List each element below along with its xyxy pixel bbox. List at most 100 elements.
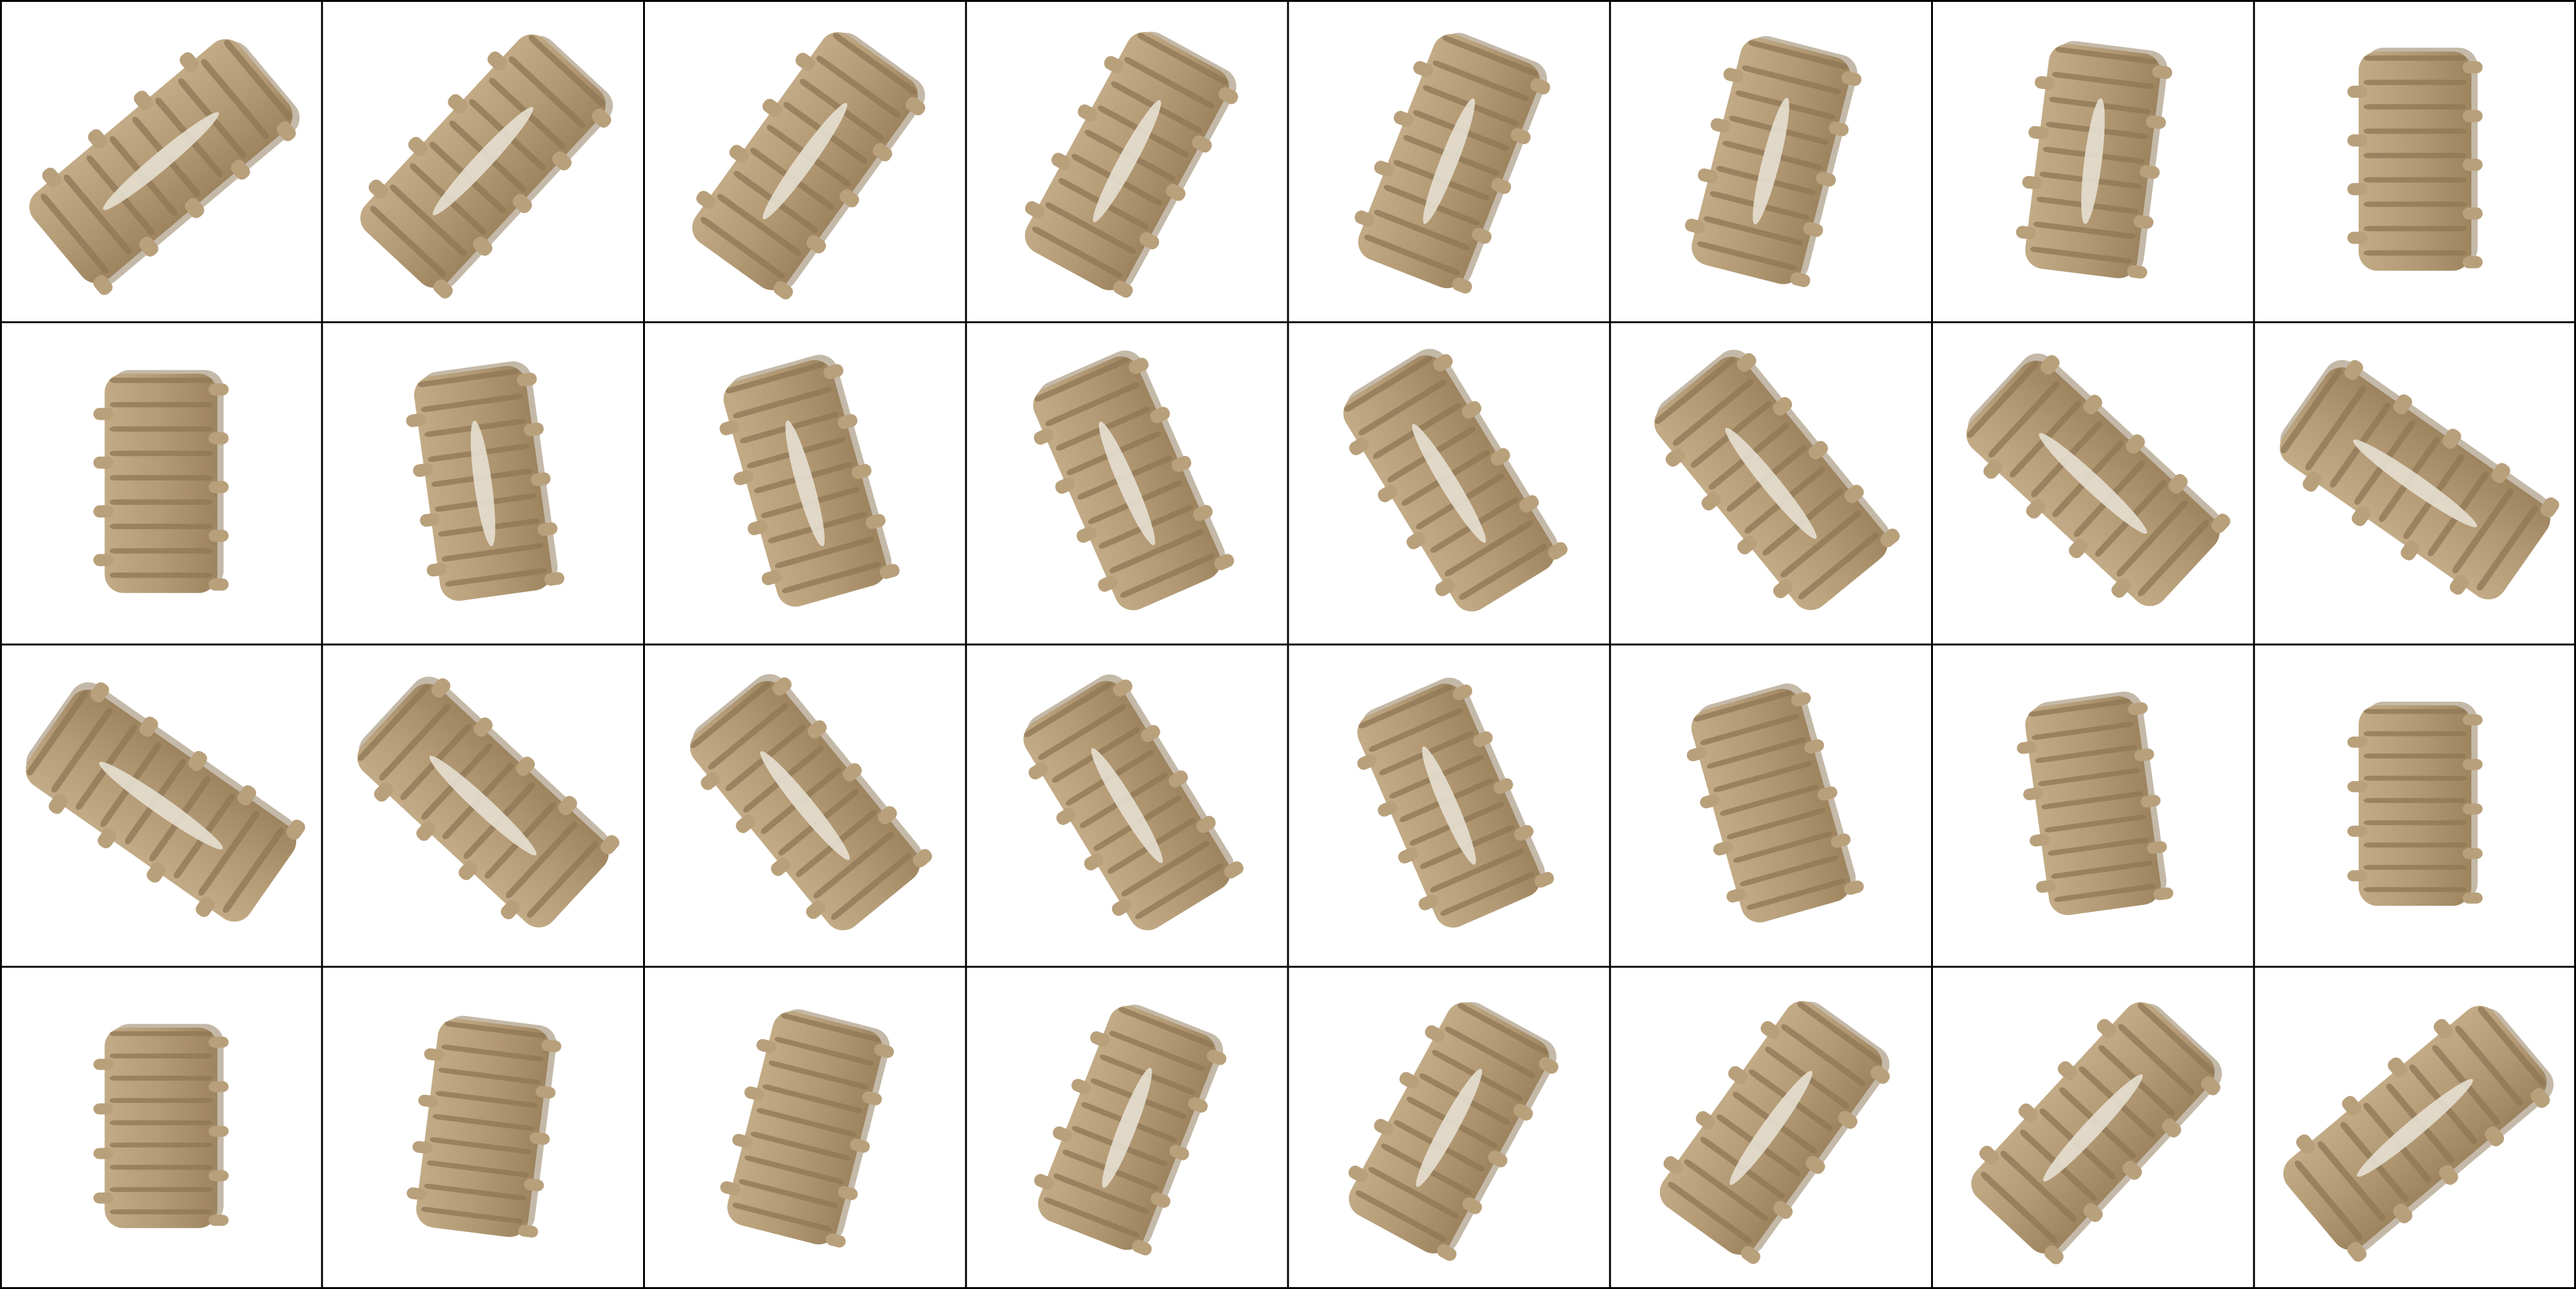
block-end — [1830, 833, 1851, 848]
block-end — [2111, 578, 2131, 598]
tower-render — [1971, 1002, 2222, 1265]
block-end — [2462, 158, 2483, 171]
block-ridge — [2305, 385, 2367, 471]
block-end — [537, 522, 558, 536]
block-ridge — [2363, 798, 2466, 803]
block-ridge — [1667, 1181, 1753, 1244]
block-end — [2127, 265, 2148, 279]
block-end — [2462, 714, 2483, 726]
block-ridge — [110, 475, 213, 481]
block-ridge — [2363, 153, 2466, 158]
block-end — [473, 717, 493, 737]
tower-render — [1686, 683, 1864, 923]
centre-gap — [1093, 100, 1162, 222]
centre-gap — [1729, 1070, 1813, 1185]
tower-render — [357, 676, 620, 928]
block-ridge — [201, 59, 269, 139]
block-ridge — [2041, 791, 2143, 810]
block-ridge — [110, 1120, 213, 1126]
block-ridge — [2031, 722, 2134, 740]
block-end — [1413, 61, 1433, 78]
block-ridge — [41, 194, 109, 274]
block-end — [1113, 679, 1133, 697]
block-ridge — [1045, 382, 1140, 427]
block-end — [1433, 354, 1453, 372]
block-ridge — [428, 443, 530, 462]
block-end — [2462, 256, 2483, 269]
block-end — [1685, 219, 1705, 234]
block-ridge — [1797, 1002, 1882, 1064]
block-end — [93, 1103, 114, 1115]
block-ridge — [1356, 1190, 1446, 1242]
block-end — [185, 198, 205, 219]
block-ridge — [1118, 1007, 1215, 1048]
block-end — [1760, 1021, 1780, 1039]
tower-render — [26, 682, 306, 922]
centre-gap — [2043, 1074, 2143, 1182]
block-end — [133, 90, 153, 111]
block-ridge — [1369, 708, 1463, 752]
block-end — [2296, 1134, 2316, 1154]
block-end — [1084, 853, 1104, 871]
block-end — [1207, 1049, 1227, 1065]
block-ridge — [417, 368, 520, 388]
block-ridge — [421, 393, 523, 412]
block-ridge — [768, 1060, 868, 1090]
block-end — [1723, 68, 1744, 83]
block-end — [736, 814, 755, 833]
block-ridge — [700, 217, 785, 279]
block-end — [1473, 731, 1493, 747]
block-end — [1983, 459, 2003, 479]
block-end — [905, 96, 925, 116]
block-end — [1534, 872, 1554, 888]
block-end — [209, 1036, 229, 1048]
block-ridge — [2000, 1151, 2077, 1223]
centre-gap — [429, 755, 537, 856]
block-end — [807, 720, 827, 739]
block-ridge — [2044, 814, 2146, 833]
block-end — [424, 1048, 445, 1061]
block-end — [2040, 355, 2060, 375]
centre-gap — [760, 751, 850, 861]
block-end — [1686, 747, 1707, 762]
block-ridge — [1739, 855, 1839, 887]
block-end — [2201, 1076, 2221, 1095]
block-ridge — [756, 1108, 857, 1137]
block-end — [2146, 841, 2167, 854]
block-ridge — [1038, 704, 1126, 760]
block-ridge — [110, 1187, 213, 1193]
block-ridge — [2363, 128, 2466, 134]
block-end — [838, 1186, 858, 1201]
block-ridge — [1045, 202, 1136, 254]
block-end — [209, 1170, 229, 1182]
block-ridge — [732, 1203, 832, 1232]
block-end — [806, 900, 826, 919]
block-end — [1090, 1031, 1110, 1047]
block-ridge — [2052, 71, 2155, 90]
block-end — [839, 189, 859, 208]
block-end — [1471, 227, 1492, 244]
block-ridge — [1358, 380, 1447, 436]
block-ridge — [505, 821, 577, 899]
block-ridge — [762, 1084, 863, 1114]
block-end — [209, 383, 229, 396]
block-end — [420, 513, 440, 527]
centre-gap — [470, 420, 495, 547]
block-ridge — [775, 537, 874, 569]
block-ridge — [110, 1053, 213, 1059]
block-ridge — [2452, 488, 2514, 574]
tower-render — [1659, 1001, 1890, 1265]
block-ridge — [1445, 1027, 1536, 1079]
block-ridge — [1733, 832, 1833, 863]
block-end — [1808, 440, 1828, 460]
block-end — [2152, 65, 2173, 80]
block-end — [1053, 1126, 1073, 1142]
block-ridge — [1781, 1024, 1866, 1086]
block-ridge — [708, 703, 789, 770]
block-end — [286, 819, 306, 840]
block-ridge — [1746, 879, 1846, 910]
block-end — [2433, 1018, 2453, 1039]
block-end — [512, 194, 532, 214]
block-end — [209, 1126, 229, 1137]
block-end — [1435, 578, 1455, 596]
